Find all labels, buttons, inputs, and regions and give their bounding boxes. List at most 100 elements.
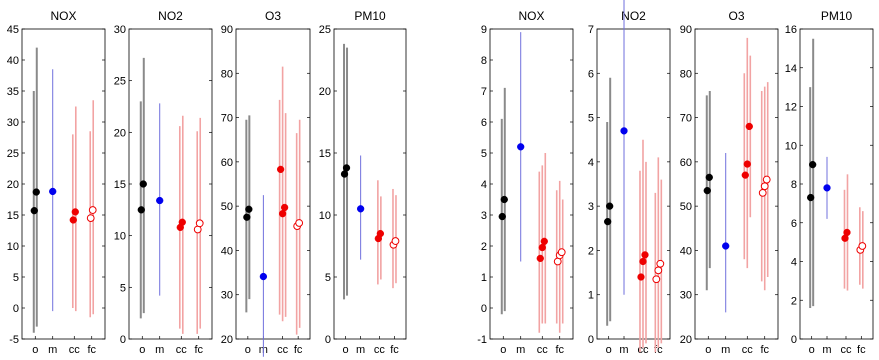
y-tick-label: 40 [7,55,19,67]
y-tick-label: 20 [680,334,692,346]
y-tick-label: 5 [481,148,487,160]
x-tick-label-m: m [155,344,164,356]
data-point-cc [276,165,285,174]
x-tick-label-o: o [245,344,251,356]
y-tick-label: 0 [791,334,797,346]
y-tick-label: 6 [481,117,487,129]
y-tick-label: 14 [785,63,797,75]
data-point-fc [654,266,663,275]
x-tick-label-cc: cc [277,344,289,356]
y-tick-label: 12 [785,102,797,114]
panel-title: O3 [265,9,281,23]
data-point-cc [843,228,851,237]
y-tick-label: 20 [319,86,331,98]
y-tick-label: 8 [481,55,487,67]
x-tick-label-m: m [619,344,628,356]
y-tick-label: 7 [481,86,487,98]
data-point-cc [376,229,385,238]
y-tick-label: 0 [325,334,331,346]
x-tick-label-o: o [606,344,612,356]
data-point-cc [637,273,645,281]
y-tick-label: 1 [588,290,594,302]
data-point-fc [758,188,767,197]
y-tick-label: 10 [319,210,331,222]
y-tick-label: 45 [7,24,19,36]
data-point-o [606,202,614,210]
y-tick-label: 2 [791,295,797,307]
panel-title: O3 [728,9,744,23]
panel-4: 0 5 10 15 20 25 PM10 o m cc fc [319,9,407,356]
data-point-m [156,196,164,205]
y-tick-label: 5 [120,282,126,294]
y-tick-label: 40 [221,245,233,257]
y-tick-label: -5 [9,334,19,346]
data-point-cc [278,210,287,218]
data-point-m [517,143,525,151]
panel-title: NO2 [621,9,646,23]
data-point-o [500,195,508,204]
y-tick-label: 3 [588,201,594,213]
data-point-fc [858,242,867,250]
y-tick-label: 3 [481,210,487,222]
y-tick-label: 0 [120,334,126,346]
y-tick-label: 90 [221,24,233,36]
x-tick-label-cc: cc [69,344,81,356]
x-tick-label-fc: fc [760,344,769,356]
data-point-o [604,217,612,226]
data-point-o [243,213,251,221]
x-tick-label-m: m [356,344,365,356]
data-point-fc [656,259,665,268]
y-tick-label: 8 [791,179,797,191]
y-tick-label: 0 [481,303,487,315]
data-point-o [139,180,147,188]
data-point-cc [280,203,289,212]
y-tick-label: 16 [785,24,797,36]
data-point-cc [745,122,753,131]
data-point-fc [652,275,661,284]
y-tick-label: 15 [7,210,19,222]
data-point-m [722,242,730,250]
data-point-o [340,170,349,178]
x-tick-label-cc: cc [840,344,852,356]
data-point-fc [295,219,304,227]
y-tick-label: 5 [588,113,594,125]
y-tick-label: 4 [481,179,487,191]
y-tick-label: 70 [221,113,233,125]
panel-7: 20 30 40 50 60 70 80 90 O3 o m cc fc [680,9,779,356]
y-tick-label: 4 [588,157,594,169]
x-tick-label-o: o [32,344,38,356]
data-point-cc [741,171,749,179]
data-point-cc [178,218,186,226]
data-point-o [30,207,38,215]
x-tick-label-fc: fc [654,344,663,356]
data-point-o [807,193,815,202]
y-tick-label: 35 [7,86,19,98]
y-tick-label: 25 [319,24,331,36]
data-point-fc [760,182,769,191]
x-tick-label-cc: cc [742,344,754,356]
data-point-o [245,205,253,213]
data-point-cc [540,237,548,246]
y-tick-label: 4 [791,257,797,269]
y-tick-label: 5 [13,272,19,284]
x-tick-label-m: m [822,344,831,356]
axes-frame [694,28,779,340]
y-tick-label: 25 [114,76,126,88]
y-tick-label: 60 [680,157,692,169]
y-tick-label: 10 [7,241,19,253]
data-point-o [342,164,351,172]
data-point-m [823,184,831,192]
y-tick-label: 1 [481,272,487,284]
data-point-fc [195,219,204,228]
x-tick-label-fc: fc [555,344,564,356]
y-tick-label: 15 [114,179,126,191]
y-tick-label: 30 [221,290,233,302]
data-point-cc [538,243,546,252]
data-point-o [137,206,145,214]
panel-title: NOX [518,9,544,23]
y-tick-label: 40 [680,245,692,257]
y-tick-label: 70 [680,113,692,125]
